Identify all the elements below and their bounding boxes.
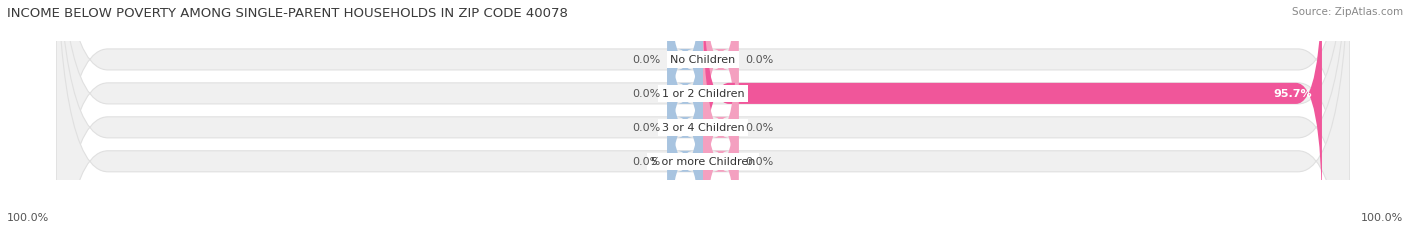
Text: 0.0%: 0.0% (745, 157, 773, 167)
Text: Source: ZipAtlas.com: Source: ZipAtlas.com (1292, 7, 1403, 17)
FancyBboxPatch shape (668, 37, 703, 231)
Text: 0.0%: 0.0% (633, 89, 661, 99)
Text: 3 or 4 Children: 3 or 4 Children (662, 123, 744, 133)
FancyBboxPatch shape (668, 3, 703, 231)
FancyBboxPatch shape (703, 37, 738, 231)
Text: 100.0%: 100.0% (7, 212, 49, 222)
Text: 95.7%: 95.7% (1274, 89, 1312, 99)
Text: 0.0%: 0.0% (633, 157, 661, 167)
FancyBboxPatch shape (56, 0, 1350, 231)
Text: 1 or 2 Children: 1 or 2 Children (662, 89, 744, 99)
Text: 0.0%: 0.0% (745, 55, 773, 65)
FancyBboxPatch shape (703, 3, 738, 231)
FancyBboxPatch shape (703, 0, 1322, 219)
Text: 5 or more Children: 5 or more Children (651, 157, 755, 167)
FancyBboxPatch shape (56, 0, 1350, 231)
FancyBboxPatch shape (56, 0, 1350, 231)
FancyBboxPatch shape (56, 0, 1350, 231)
Text: 100.0%: 100.0% (1361, 212, 1403, 222)
Text: No Children: No Children (671, 55, 735, 65)
Text: INCOME BELOW POVERTY AMONG SINGLE-PARENT HOUSEHOLDS IN ZIP CODE 40078: INCOME BELOW POVERTY AMONG SINGLE-PARENT… (7, 7, 568, 20)
Text: 0.0%: 0.0% (745, 123, 773, 133)
Text: 0.0%: 0.0% (633, 123, 661, 133)
FancyBboxPatch shape (703, 0, 738, 185)
FancyBboxPatch shape (668, 0, 703, 219)
FancyBboxPatch shape (668, 0, 703, 185)
Text: 0.0%: 0.0% (633, 55, 661, 65)
